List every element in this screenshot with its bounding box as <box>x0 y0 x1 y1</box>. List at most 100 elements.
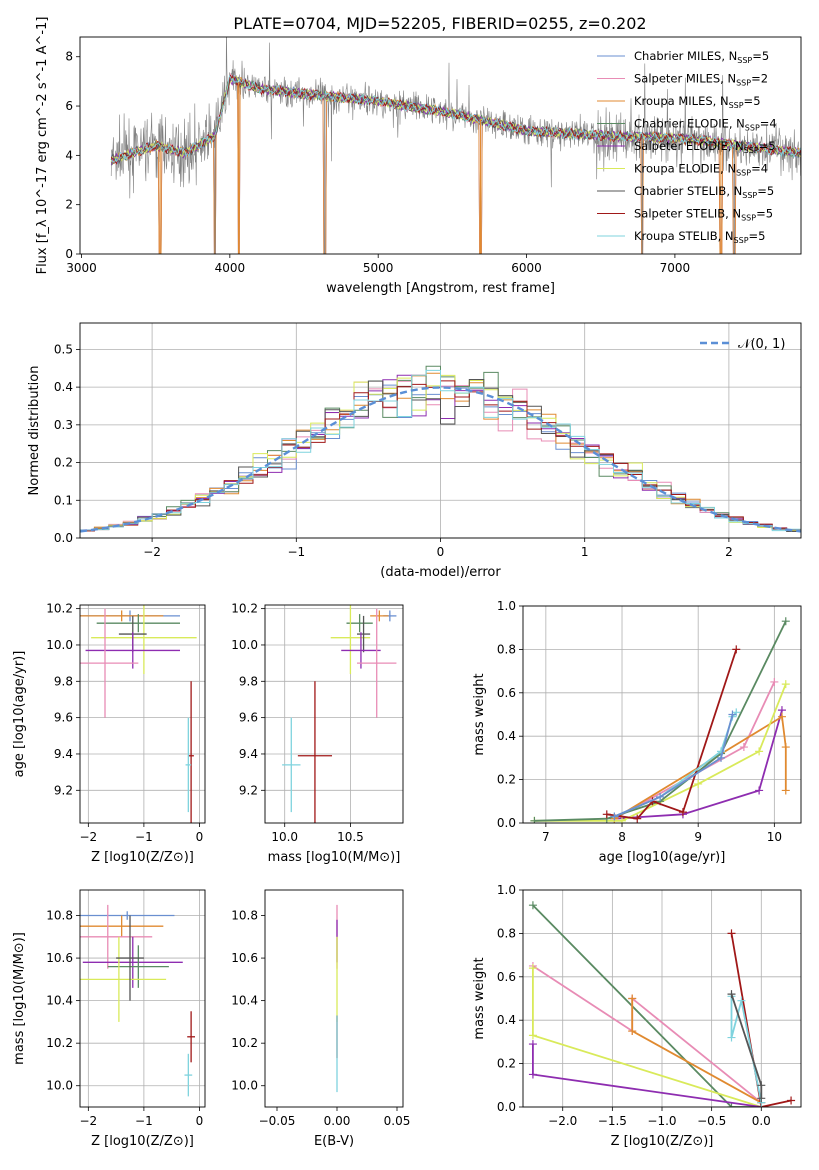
weight-marker <box>528 1031 537 1040</box>
weight-marker <box>727 990 736 999</box>
y-tick-label: 10.2 <box>231 602 258 616</box>
y-axis-label: Flux [f_λ 10^-17 erg cm^-2 s^-1 A^-1] <box>35 17 50 275</box>
legend-nssp-subscript: SSP <box>742 191 757 200</box>
panel-mass-vs-Z: −2 −1 0 10.0 10.2 10.4 10.6 10.8 Z [log10(Z/Z⊙)]… <box>12 889 206 1149</box>
weight-marker <box>628 994 637 1003</box>
legend-model-name: Chabrier ELODIE <box>634 117 729 131</box>
x-axis-label: mass [log10(M/M⊙)] <box>268 850 401 865</box>
legend-entry: Kroupa STELIB, NSSP=5 <box>634 229 766 245</box>
legend-nssp-subscript: SSP <box>729 101 744 110</box>
x-tick-label: −1.5 <box>598 1114 627 1128</box>
weight-marker <box>757 1081 766 1090</box>
y-tick-label: 9.6 <box>239 711 258 725</box>
weight-marker <box>633 814 642 823</box>
axes-frame <box>522 889 802 1108</box>
legend-nssp-value: 5 <box>766 207 773 221</box>
legend-entry: Salpeter STELIB, NSSP=5 <box>634 207 773 223</box>
weight-marker <box>602 810 611 819</box>
axes-frame <box>522 605 802 824</box>
weight-marker <box>618 816 627 823</box>
weight-marker <box>528 1040 537 1049</box>
weight-series-6 <box>614 711 737 818</box>
weight-marker <box>728 710 737 719</box>
plot-area <box>80 605 197 823</box>
y-tick-label: 1.0 <box>497 883 516 897</box>
panel-weight-vs-Z: −2.0 −1.5 −1.0 −0.5 0.0 0.0 0.2 0.4 0.6 0.8 1.0 Z [… <box>472 883 802 1149</box>
x-tick-label: −0.5 <box>697 1114 726 1128</box>
y-tick-label: 10.8 <box>46 909 73 923</box>
weight-marker <box>656 792 665 801</box>
weight-marker <box>739 743 748 752</box>
weight-marker <box>694 779 703 788</box>
x-axis-label: age [log10(age/yr)] <box>599 850 726 865</box>
weight-marker <box>755 747 764 756</box>
x-tick-label: −2 <box>79 1114 97 1128</box>
weight-marker <box>781 743 790 752</box>
legend-model-name: Salpeter STELIB <box>634 207 725 221</box>
errorbar-point <box>80 608 139 718</box>
legend-nssp-eq: = <box>760 117 770 131</box>
x-tick-label: 3000 <box>66 261 97 275</box>
x-tick-label: 5000 <box>363 261 394 275</box>
legend-model-name: Chabrier MILES <box>634 49 721 63</box>
y-tick-label: 0 <box>65 247 73 261</box>
y-tick-label: 9.8 <box>54 674 73 688</box>
y-tick-label: 0.8 <box>497 642 516 656</box>
y-axis-label: mass weight <box>472 957 487 1039</box>
y-axis-label: mass [log10(M/M⊙)] <box>12 932 27 1065</box>
y-tick-label: 0.2 <box>497 1057 516 1071</box>
legend-nssp-eq: = <box>751 162 761 176</box>
axes-frame <box>79 604 206 824</box>
plot-area <box>110 37 801 254</box>
legend-nssp-prefix: , N <box>718 229 734 243</box>
legend-nssp-subscript: SSP <box>744 146 759 155</box>
legend-nssp-prefix: , N <box>721 49 737 63</box>
legend-nssp-eq: = <box>749 229 759 243</box>
weight-marker <box>530 816 539 823</box>
legend-model-name: Salpeter ELODIE <box>634 139 728 153</box>
y-tick-label: 9.4 <box>54 747 73 761</box>
errorbar-point <box>357 615 371 653</box>
y-axis-label: Normed distribution <box>27 366 42 496</box>
y-tick-label: 0.8 <box>497 926 516 940</box>
model-spectrum-8 <box>111 74 801 163</box>
plot-area <box>80 365 801 533</box>
errorbar-point <box>188 681 194 823</box>
x-tick-label: 6000 <box>511 261 542 275</box>
axes-frame <box>79 889 206 1108</box>
x-tick-label: −1.0 <box>647 1114 676 1128</box>
legend-model-name: Kroupa MILES <box>634 94 713 108</box>
weight-marker <box>781 786 790 795</box>
legend-nssp-prefix: , N <box>720 72 736 86</box>
weight-marker <box>755 786 764 795</box>
y-tick-label: 0.1 <box>54 493 73 507</box>
legend-model-name: Kroupa STELIB <box>634 229 718 243</box>
x-axis-label: wavelength [Angstrom, rest frame] <box>326 281 555 296</box>
legend-nssp-value: 5 <box>767 184 774 198</box>
y-tick-label: 0.0 <box>497 1100 516 1114</box>
panel-mass-vs-ebv: −0.05 0.00 0.05 10.0 10.2 10.4 10.6 10.8 E(B-V) <box>231 889 411 1149</box>
errorbar-point <box>80 610 164 622</box>
weight-marker <box>727 929 736 938</box>
y-tick-label: 0.2 <box>54 456 73 470</box>
y-tick-label: 0.4 <box>497 729 516 743</box>
plot-area <box>530 617 790 823</box>
legend-nssp-value: 2 <box>761 72 768 86</box>
weight-marker <box>732 645 741 654</box>
y-tick-label: 10.0 <box>231 1079 258 1093</box>
panel-age-vs-mass: 10.0 10.5 9.2 9.4 9.6 9.8 10.0 10.2 mass [log10(… <box>231 602 404 865</box>
x-tick-label: 4000 <box>215 261 246 275</box>
axes-frame <box>79 36 802 255</box>
legend-nssp-prefix: , N <box>726 184 742 198</box>
panel-spectrum: 3000 4000 5000 6000 7000 0 2 4 6 8 wavelength [Ang… <box>35 17 802 296</box>
x-tick-label: 7000 <box>660 261 691 275</box>
legend-model-name: Chabrier STELIB <box>634 184 726 198</box>
weight-marker <box>717 753 726 762</box>
legend-entry: Chabrier STELIB, NSSP=5 <box>634 184 774 200</box>
x-tick-label: 0.05 <box>384 1114 411 1128</box>
legend-entry: Kroupa MILES, NSSP=5 <box>634 94 761 110</box>
y-tick-label: 10.0 <box>46 638 73 652</box>
weight-series-0 <box>614 709 783 820</box>
y-tick-label: 4 <box>65 148 73 162</box>
